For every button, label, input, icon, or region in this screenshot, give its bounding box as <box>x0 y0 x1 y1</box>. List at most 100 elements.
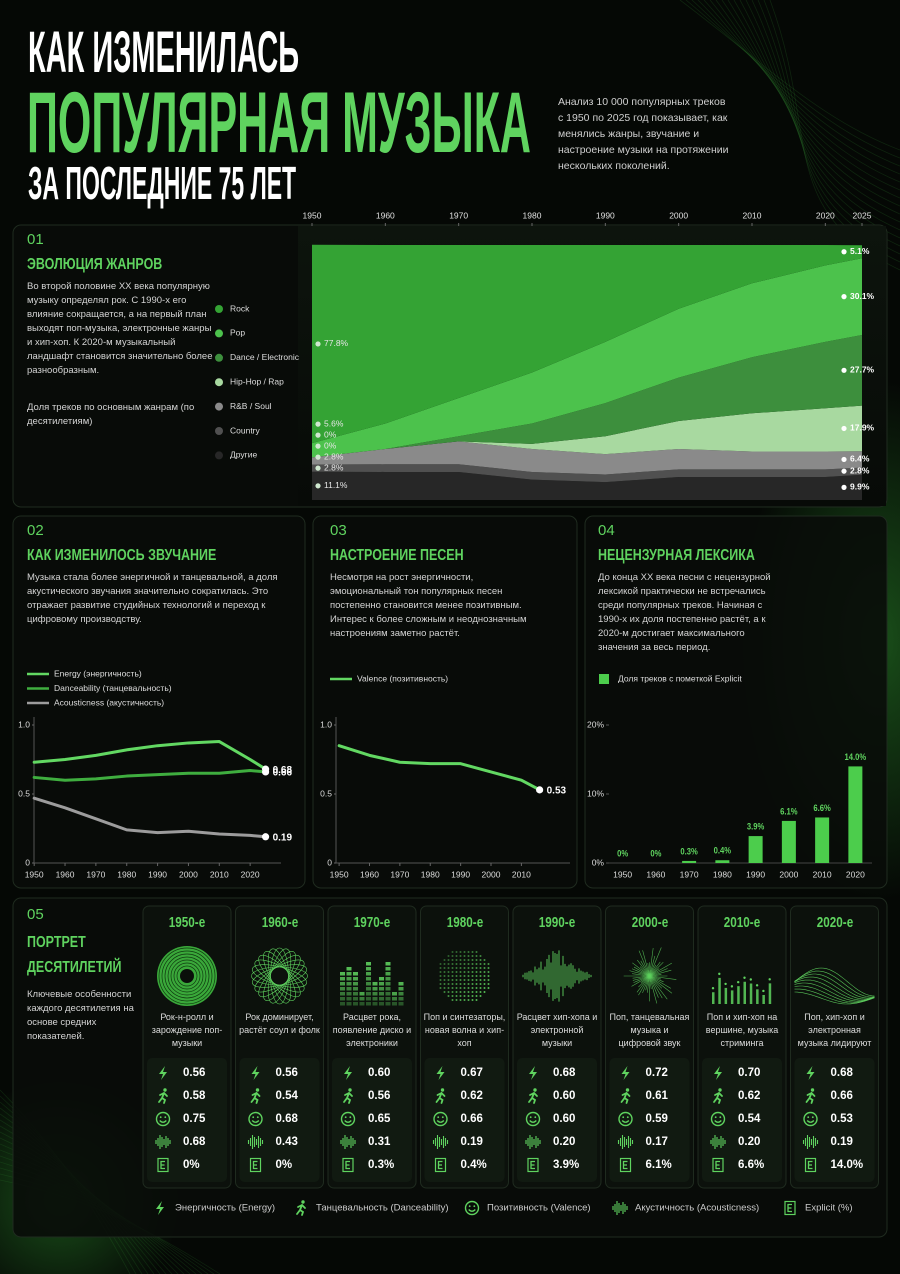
decor <box>180 969 194 983</box>
decor <box>366 977 371 981</box>
decor <box>447 987 450 989</box>
icon-shape <box>713 1092 723 1104</box>
section-number: 01 <box>27 231 44 248</box>
decor <box>447 979 450 981</box>
value-label: 0% <box>617 848 629 859</box>
decor <box>633 975 650 983</box>
decor <box>459 979 462 981</box>
decor <box>392 997 397 1001</box>
legend-label: Country <box>230 425 261 435</box>
decor <box>475 955 478 957</box>
x-tick-label: 1960 <box>360 869 379 879</box>
x-tick-label: 1960 <box>56 869 75 879</box>
y-tick-label: 0.5 <box>320 788 332 798</box>
decor <box>455 959 458 961</box>
decor <box>372 992 378 996</box>
y-tick-label: 10% <box>587 788 604 798</box>
decor <box>346 1002 352 1006</box>
decor <box>471 987 474 989</box>
decor <box>158 947 216 1005</box>
decor-curve <box>703 0 900 183</box>
icon-shape <box>803 1111 818 1127</box>
decor <box>379 977 384 981</box>
legend-label: Танцевальность (Danceability) <box>316 1203 449 1214</box>
decor <box>479 979 482 981</box>
icon-shape <box>626 1116 629 1119</box>
decor <box>463 959 466 961</box>
metric-value: 0.68 <box>276 1113 299 1125</box>
decor <box>439 975 442 977</box>
intro: Анализ 10 000 популярных треков с 1950 п… <box>558 96 729 172</box>
decor <box>483 967 486 969</box>
decor <box>447 995 450 997</box>
decade-title: 1950-е <box>168 914 206 931</box>
icon-shape <box>436 1120 445 1123</box>
decor <box>443 963 446 965</box>
decade-description: Рок-н-ролл и зарождение поп-музыки <box>151 1012 223 1048</box>
decor <box>447 955 450 957</box>
icon-energy <box>344 1066 352 1080</box>
icon-acousticness <box>525 1135 541 1149</box>
decor <box>439 983 442 985</box>
label-dot <box>841 484 847 490</box>
value-label: 5.6% <box>324 418 344 428</box>
metric-value: 0.20 <box>553 1136 575 1148</box>
decor <box>487 979 490 981</box>
decor <box>455 951 458 953</box>
label-dot <box>315 341 321 347</box>
decor <box>447 967 450 969</box>
decor <box>637 959 650 977</box>
icon-shape <box>621 1120 630 1123</box>
decor <box>359 1002 365 1006</box>
title-line: КАК ИЗМЕНИЛАСЬ <box>28 20 300 85</box>
decor <box>479 955 482 957</box>
decor <box>649 975 664 983</box>
icon-energy <box>436 1066 445 1080</box>
metric-value: 0.53 <box>831 1113 853 1125</box>
metric-value: 0.56 <box>276 1067 298 1079</box>
icon-shape <box>718 1088 722 1092</box>
icon-shape <box>160 1160 165 1170</box>
metrics-box <box>147 1058 227 1182</box>
decor <box>467 991 470 993</box>
decor <box>353 997 358 1001</box>
icon-shape <box>621 1066 630 1080</box>
decor <box>463 999 466 1001</box>
bar <box>781 820 796 863</box>
decor <box>794 985 875 1003</box>
icon-shape <box>529 1066 537 1080</box>
decor <box>366 962 371 966</box>
metric-value: 0.17 <box>646 1136 668 1148</box>
decor <box>161 950 213 1002</box>
x-tick-label: 2010 <box>743 210 762 220</box>
decor <box>467 959 470 961</box>
decor <box>392 1002 397 1006</box>
bar <box>748 836 763 863</box>
area-band <box>312 335 862 458</box>
decor <box>366 992 371 996</box>
decor <box>439 979 442 981</box>
decor <box>743 976 746 979</box>
decor <box>439 987 442 989</box>
decor <box>366 972 371 976</box>
decor <box>463 995 466 997</box>
icon-valence <box>710 1111 726 1127</box>
decor <box>372 982 378 986</box>
metric-value: 0% <box>183 1159 200 1171</box>
decor <box>471 967 474 969</box>
icon-shape <box>344 1066 352 1080</box>
legend-swatch <box>215 305 223 313</box>
decor <box>340 987 345 991</box>
decade-description: Поп и хип-хоп на вершине, музыка стримин… <box>705 1012 779 1048</box>
decor <box>475 991 478 993</box>
decor <box>730 985 734 988</box>
icon-energy <box>621 1066 630 1080</box>
decor <box>340 1002 345 1006</box>
icon-energy <box>806 1066 815 1080</box>
icon-energy <box>156 1201 164 1215</box>
decor <box>718 977 721 1004</box>
decor <box>372 987 378 991</box>
panel <box>312 515 578 889</box>
icon-shape <box>618 1111 633 1127</box>
